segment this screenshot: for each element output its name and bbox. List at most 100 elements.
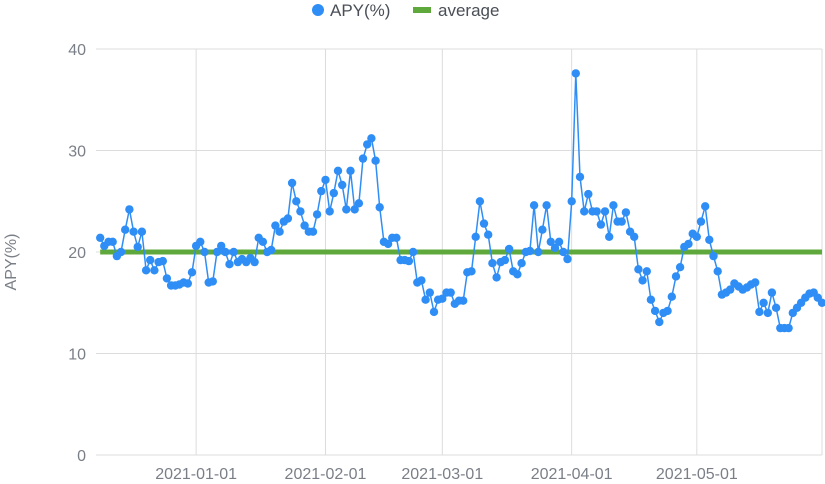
apy-point[interactable] bbox=[663, 306, 672, 316]
apy-point[interactable] bbox=[200, 247, 209, 257]
apy-point[interactable] bbox=[325, 207, 334, 216]
apy-point[interactable] bbox=[675, 263, 685, 272]
apy-point[interactable] bbox=[563, 254, 572, 264]
apy-point[interactable] bbox=[646, 295, 656, 304]
apy-point[interactable] bbox=[484, 230, 493, 239]
apy-point[interactable] bbox=[116, 247, 126, 257]
apy-point[interactable] bbox=[342, 205, 351, 214]
apy-point[interactable] bbox=[321, 175, 330, 185]
legend-item-average[interactable]: average bbox=[413, 1, 499, 20]
apy-point[interactable] bbox=[475, 197, 485, 206]
apy-point[interactable] bbox=[479, 219, 489, 228]
apy-point[interactable] bbox=[129, 227, 138, 236]
apy-point[interactable] bbox=[225, 260, 234, 269]
apy-point[interactable] bbox=[634, 265, 643, 274]
apy-point[interactable] bbox=[517, 259, 526, 268]
apy-point[interactable] bbox=[338, 180, 347, 190]
apy-point[interactable] bbox=[350, 205, 359, 214]
apy-point[interactable] bbox=[567, 197, 576, 206]
apy-point[interactable] bbox=[425, 288, 434, 297]
apy-point[interactable] bbox=[751, 278, 760, 287]
apy-point[interactable] bbox=[546, 237, 555, 246]
apy-point[interactable] bbox=[125, 205, 134, 214]
apy-point[interactable] bbox=[258, 237, 268, 246]
apy-point[interactable] bbox=[267, 245, 276, 255]
apy-point[interactable] bbox=[642, 267, 651, 276]
apy-point[interactable] bbox=[696, 217, 706, 226]
apy-point[interactable] bbox=[525, 246, 535, 256]
apy-point[interactable] bbox=[150, 266, 159, 275]
apy-point[interactable] bbox=[287, 178, 297, 188]
apy-point[interactable] bbox=[705, 235, 714, 244]
apy-point[interactable] bbox=[317, 186, 326, 196]
apy-point[interactable] bbox=[354, 199, 364, 208]
apy-point[interactable] bbox=[162, 274, 172, 283]
apy-point[interactable] bbox=[333, 166, 343, 175]
apy-point[interactable] bbox=[784, 323, 793, 333]
apy-point[interactable] bbox=[196, 237, 205, 246]
apy-point[interactable] bbox=[596, 220, 606, 229]
apy-point[interactable] bbox=[275, 227, 284, 236]
apy-point[interactable] bbox=[771, 303, 781, 312]
apy-point[interactable] bbox=[329, 188, 338, 198]
apy-point[interactable] bbox=[187, 268, 197, 277]
apy-point[interactable] bbox=[375, 203, 384, 212]
apy-point[interactable] bbox=[212, 247, 222, 257]
apy-point[interactable] bbox=[605, 232, 614, 241]
apy-point[interactable] bbox=[217, 241, 226, 251]
apy-point[interactable] bbox=[467, 267, 476, 276]
apy-point[interactable] bbox=[346, 166, 355, 175]
apy-point[interactable] bbox=[250, 257, 259, 267]
apy-point[interactable] bbox=[141, 266, 151, 275]
apy-point[interactable] bbox=[408, 247, 418, 257]
apy-point[interactable] bbox=[271, 221, 280, 230]
apy-point[interactable] bbox=[755, 307, 764, 317]
apy-point[interactable] bbox=[283, 214, 293, 223]
apy-point[interactable] bbox=[358, 154, 368, 163]
apy-point[interactable] bbox=[609, 201, 618, 210]
apy-point[interactable] bbox=[529, 201, 539, 210]
apy-point[interactable] bbox=[459, 296, 468, 305]
apy-point[interactable] bbox=[308, 227, 318, 236]
apy-point[interactable] bbox=[300, 221, 309, 230]
apy-point[interactable] bbox=[96, 233, 105, 242]
apy-point[interactable] bbox=[363, 140, 372, 149]
apy-point[interactable] bbox=[504, 244, 514, 254]
apy-point[interactable] bbox=[371, 156, 380, 165]
apy-point[interactable] bbox=[575, 172, 585, 182]
legend-item-apy[interactable]: APY(%) bbox=[312, 1, 390, 20]
apy-point[interactable] bbox=[726, 285, 735, 294]
apy-point[interactable] bbox=[438, 294, 447, 303]
apy-point[interactable] bbox=[534, 247, 543, 257]
apy-point[interactable] bbox=[133, 242, 142, 252]
apy-point[interactable] bbox=[709, 251, 718, 261]
apy-point[interactable] bbox=[208, 277, 217, 286]
apy-point[interactable] bbox=[692, 232, 701, 241]
apy-point[interactable] bbox=[638, 276, 647, 285]
apy-point[interactable] bbox=[621, 208, 631, 217]
apy-point[interactable] bbox=[542, 201, 551, 210]
apy-point[interactable] bbox=[296, 207, 305, 216]
apy-point[interactable] bbox=[767, 288, 777, 297]
apy-point[interactable] bbox=[763, 308, 772, 318]
apy-point[interactable] bbox=[421, 295, 430, 304]
apy-point[interactable] bbox=[229, 247, 238, 257]
apy-point[interactable] bbox=[671, 272, 681, 281]
apy-point[interactable] bbox=[137, 227, 147, 236]
apy-point[interactable] bbox=[600, 207, 610, 216]
apy-point[interactable] bbox=[417, 276, 426, 285]
apy-point[interactable] bbox=[429, 307, 439, 317]
apy-point[interactable] bbox=[817, 298, 825, 307]
apy-point[interactable] bbox=[383, 239, 393, 249]
apy-point[interactable] bbox=[538, 225, 547, 234]
apy-point[interactable] bbox=[513, 270, 522, 279]
apy-point[interactable] bbox=[701, 202, 710, 211]
apy-point[interactable] bbox=[550, 243, 560, 253]
apy-point[interactable] bbox=[312, 210, 322, 219]
apy-point[interactable] bbox=[488, 259, 497, 268]
apy-point[interactable] bbox=[471, 232, 480, 241]
apy-point[interactable] bbox=[221, 247, 230, 257]
apy-point[interactable] bbox=[655, 317, 664, 327]
apy-point[interactable] bbox=[367, 134, 376, 143]
apy-point[interactable] bbox=[146, 255, 155, 265]
